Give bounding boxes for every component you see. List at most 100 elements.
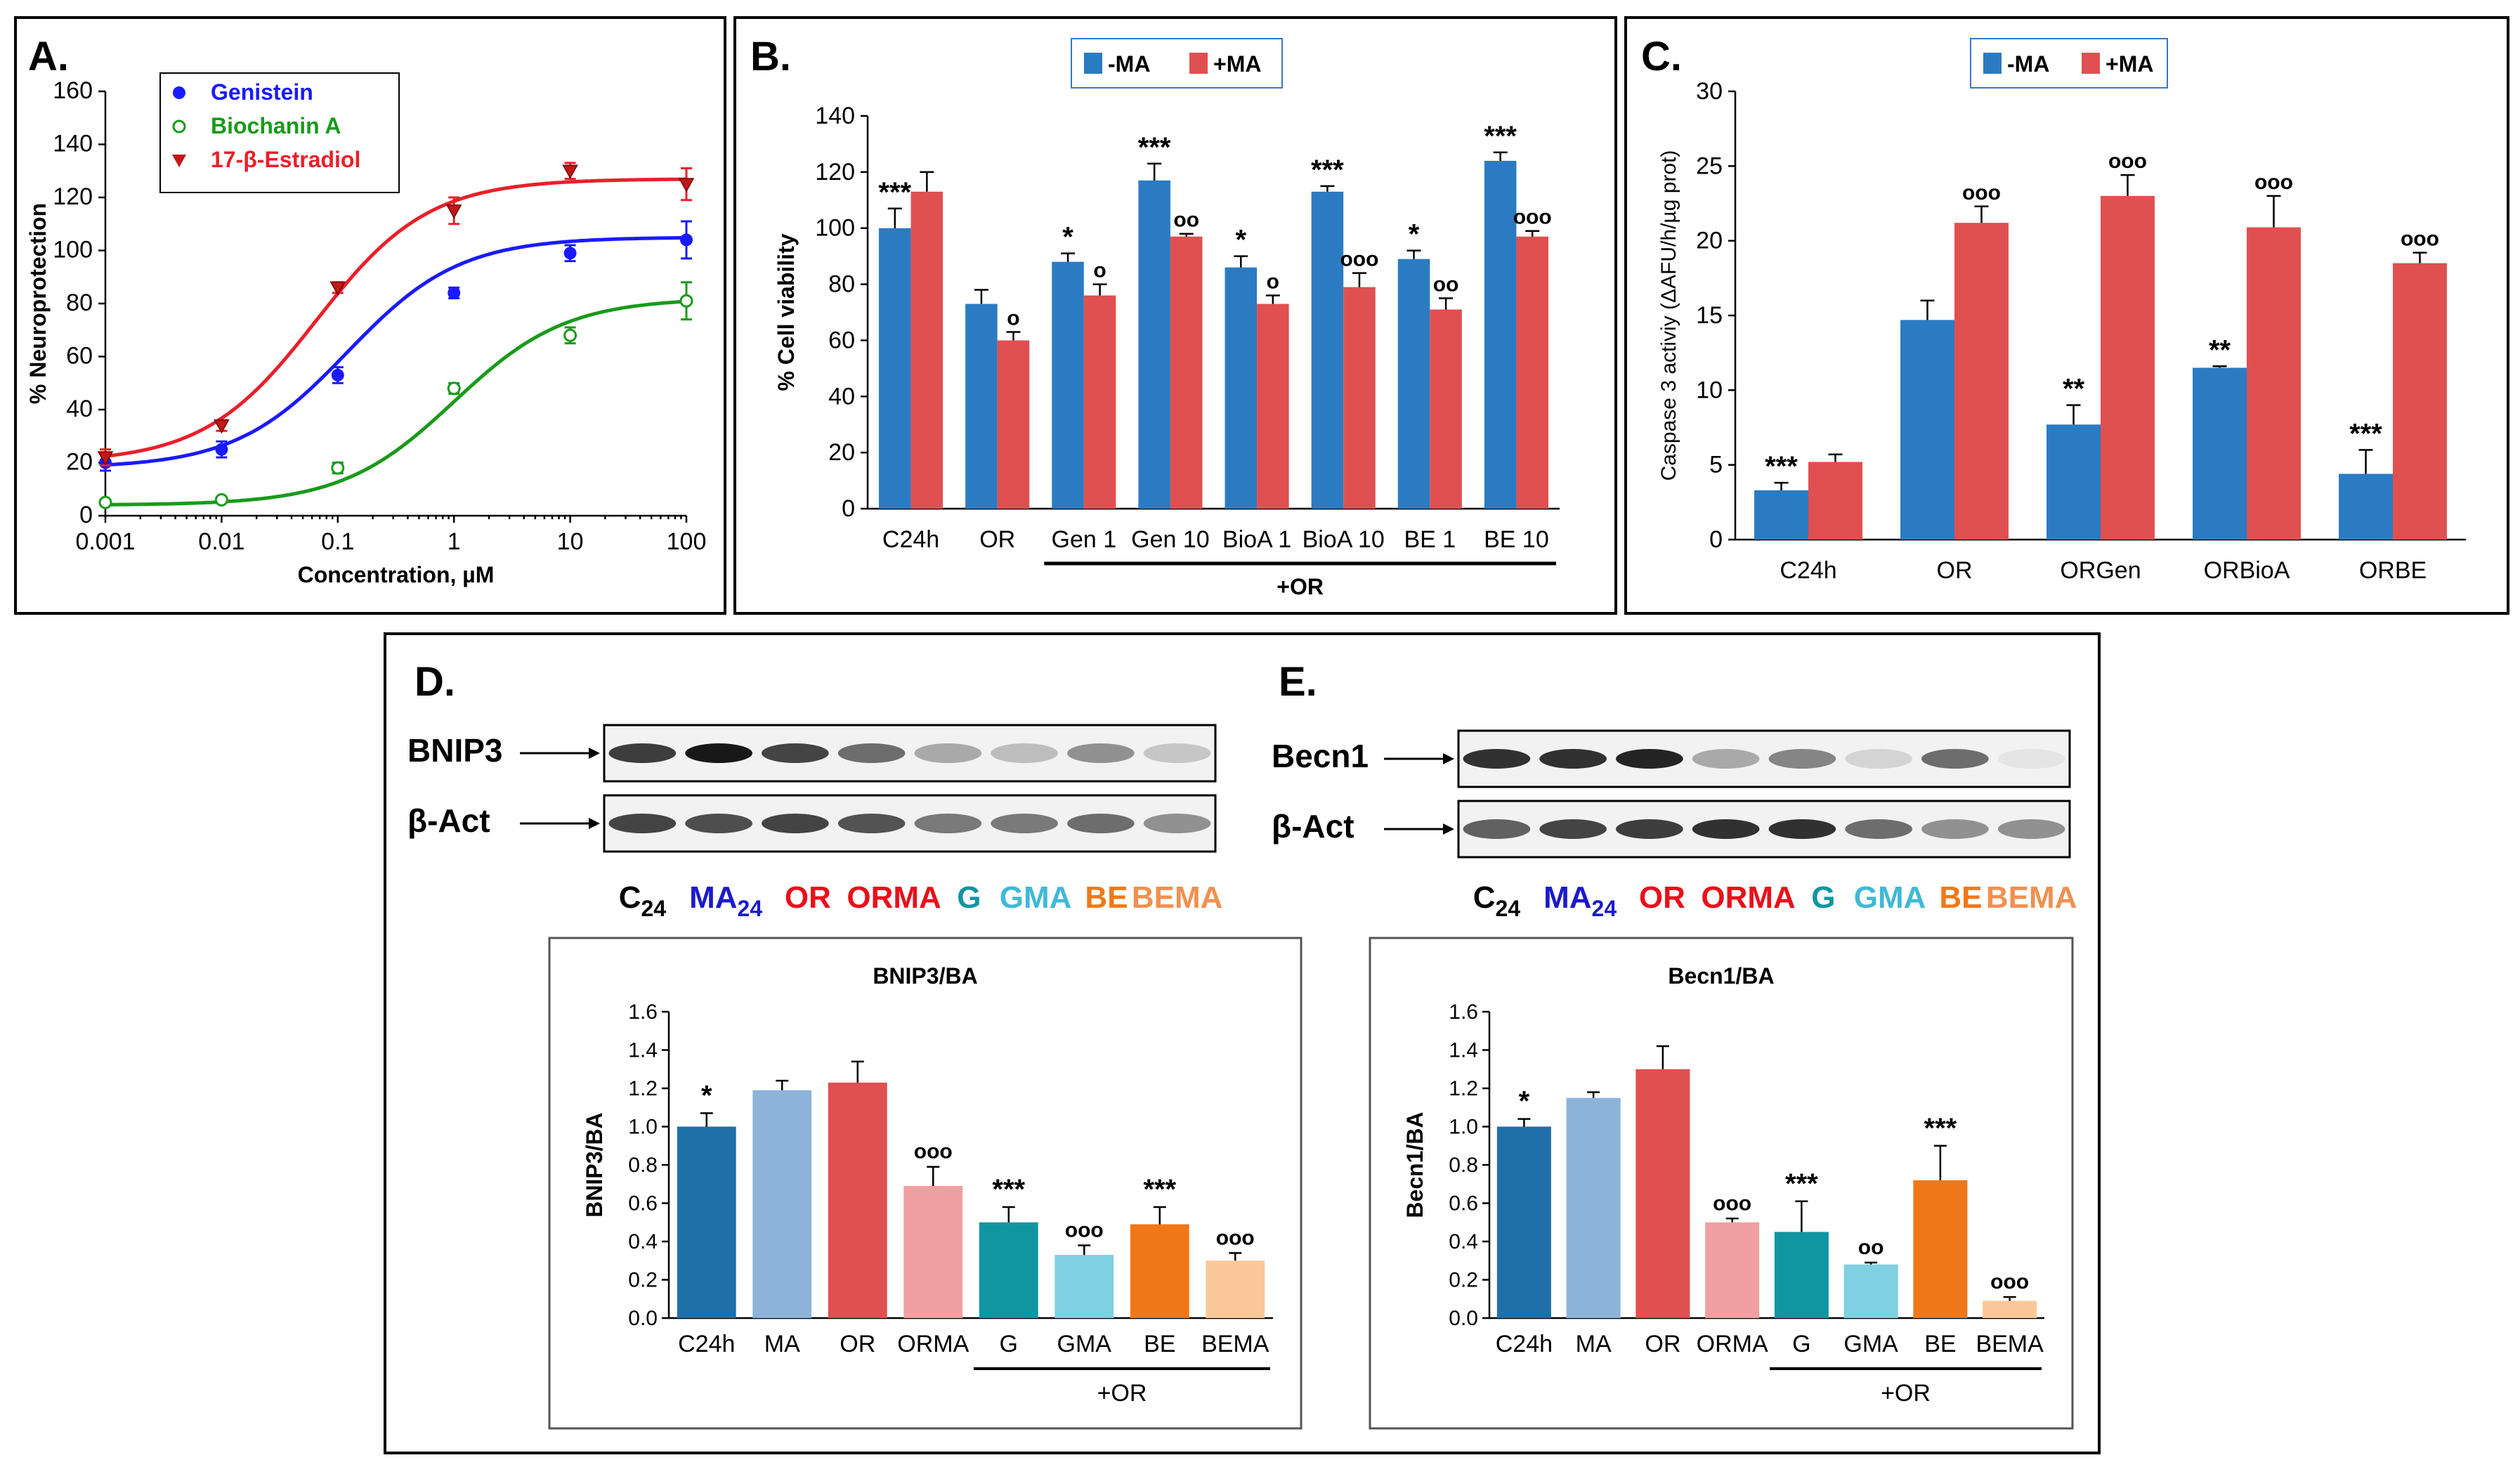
panel-b-significance: *** [1311, 155, 1344, 185]
panel-e-lane-label: OR [1639, 880, 1685, 915]
panel-a-legend-box [159, 72, 400, 193]
panel-a-xtick-label: 0.001 [75, 528, 135, 555]
panel-e-blot-arrowhead [1443, 823, 1454, 835]
panel-d-blot-band [608, 743, 677, 763]
panel-c-error-bar [2212, 365, 2227, 368]
panel-d-error-bar [1078, 1244, 1091, 1256]
panel-d-blot-band [837, 743, 906, 763]
panel-d-category-label: OR [840, 1331, 875, 1357]
panel-c-ytick-label: 10 [1696, 377, 1723, 403]
panel-d-blot-band [762, 814, 829, 833]
panel-b-bar [1397, 259, 1430, 509]
panel-b-error-bar [1439, 297, 1454, 310]
panel-c-significance: ooo [2108, 150, 2147, 173]
panel-d-ytick-label: 0.4 [628, 1230, 658, 1253]
panel-b-error-bar [1320, 185, 1335, 192]
panel-d-lane-label: ORMA [847, 880, 941, 915]
panel-b-bar [1083, 295, 1116, 509]
panel-c-ytick-label: 25 [1696, 152, 1723, 179]
panel-c-ytick-label: 15 [1696, 302, 1723, 329]
panel-d-category-label: ORMA [897, 1331, 969, 1357]
panel-d-lane-label: BE [1085, 880, 1128, 915]
panel-d-blot-row-label: BNIP3 [407, 732, 502, 769]
panel-b-ytick-label: 60 [828, 327, 855, 353]
panel-b-bar [965, 304, 998, 509]
panel-a-ytick-label: 120 [53, 183, 93, 210]
panel-e-category-label: BEMA [1976, 1331, 2044, 1357]
panel-d-bar [1130, 1224, 1189, 1318]
panel-b-legend-box [1071, 38, 1283, 89]
panel-b-group-label: +OR [1277, 574, 1324, 599]
panel-b-category-label: BioA 10 [1303, 526, 1385, 553]
panel-b-error-bar [1234, 255, 1248, 268]
data-point [331, 368, 344, 382]
legend-entry-0: Genistein [211, 79, 313, 105]
panel-d-significance: *** [1143, 1174, 1176, 1205]
panel-b-error-bar [1406, 249, 1421, 259]
panel-b-significance: * [1235, 225, 1246, 256]
panel-b-category-label: C24h [882, 526, 939, 553]
panel-d-error-bar [776, 1079, 789, 1090]
panel-e-category-label: OR [1645, 1331, 1680, 1357]
panel-e-category-label: G [1792, 1331, 1810, 1357]
panel-e-lane-label: BE [1939, 880, 1982, 915]
panel-b-bar [910, 191, 944, 509]
panel-b-significance: o [1093, 259, 1106, 282]
panel-e-blot-band [1845, 749, 1912, 769]
panel-c-legend-entry-1: +MA [2106, 51, 2153, 77]
panel-e-chart-title: Becn1/BA [1668, 963, 1774, 989]
data-point [97, 451, 114, 466]
panel-e-blot-row-label: β-Act [1272, 808, 1354, 845]
panel-e-ylabel: Becn1/BA [1402, 1112, 1428, 1218]
panel-d-lane-label: OR [785, 880, 831, 915]
panel-b-legend-swatch-0 [1084, 53, 1102, 74]
panel-e-blot-row-label: Becn1 [1272, 738, 1369, 774]
panel-e-category-label: BE [1924, 1331, 1956, 1357]
panel-c-error-bar [2066, 404, 2081, 425]
panel-d-lane-label: G [957, 880, 981, 915]
panel-de-frame [384, 632, 2101, 1454]
panel-d-blot-arrowhead [589, 748, 600, 759]
panel-e-ytick-label: 0.8 [1449, 1154, 1478, 1177]
panel-e-blot-band [1768, 749, 1836, 769]
panel-d-ylabel: BNIP3/BA [582, 1112, 607, 1217]
panel-b-significance: *** [1484, 121, 1517, 152]
panel-d-bar [1055, 1255, 1114, 1318]
panel-c-ylabel: Caspase 3 activiy (ΔAFU/h/µg prot) [1657, 150, 1680, 481]
panel-d-blot-band [1143, 814, 1211, 833]
panel-d-category-label: BE [1144, 1331, 1175, 1357]
panel-e-blot-band [1921, 819, 1989, 839]
panel-e-blot-band [1463, 819, 1531, 839]
panel-e-category-label: MA [1576, 1331, 1612, 1357]
panel-c-error-bar [1920, 299, 1935, 320]
panel-d-bar [677, 1126, 736, 1318]
panel-c-ytick-label: 0 [1709, 526, 1723, 553]
panel-e-lane-label: G [1811, 880, 1835, 915]
panel-d-category-label: G [1000, 1331, 1018, 1357]
panel-e-bar [1705, 1222, 1760, 1318]
panel-a-xtick-label: 1 [448, 528, 461, 555]
panel-c-error-bar [1828, 453, 1843, 462]
panel-b-bar [997, 340, 1030, 509]
panel-b-error-bar [974, 289, 988, 304]
panel-b-significance: ooo [1340, 248, 1378, 271]
panel-e-lane-label: BEMA [1986, 880, 2077, 915]
panel-e-ytick-label: 0.6 [1449, 1192, 1478, 1215]
panel-e-blot-band [1921, 749, 1989, 769]
panel-d-error-bar [700, 1112, 713, 1127]
data-point [215, 443, 228, 456]
panel-c-ytick-label: 20 [1696, 228, 1723, 254]
panel-c-bar [1754, 490, 1808, 540]
panel-c-error-bar [2266, 195, 2281, 228]
panel-b-bar [1343, 287, 1376, 509]
panel-b-error-bar [1147, 162, 1162, 181]
panel-d-significance: * [701, 1080, 712, 1111]
panel-b-legend-entry-0: -MA [1108, 51, 1150, 77]
panel-e-significance: *** [1924, 1113, 1957, 1144]
panel-b-ytick-label: 40 [828, 383, 855, 410]
panel-d-ytick-label: 0.8 [628, 1154, 658, 1177]
fit-curve-1 [105, 299, 687, 507]
legend-entry-1: Biochanin A [211, 113, 341, 138]
panel-b-error-bar [1493, 151, 1508, 161]
